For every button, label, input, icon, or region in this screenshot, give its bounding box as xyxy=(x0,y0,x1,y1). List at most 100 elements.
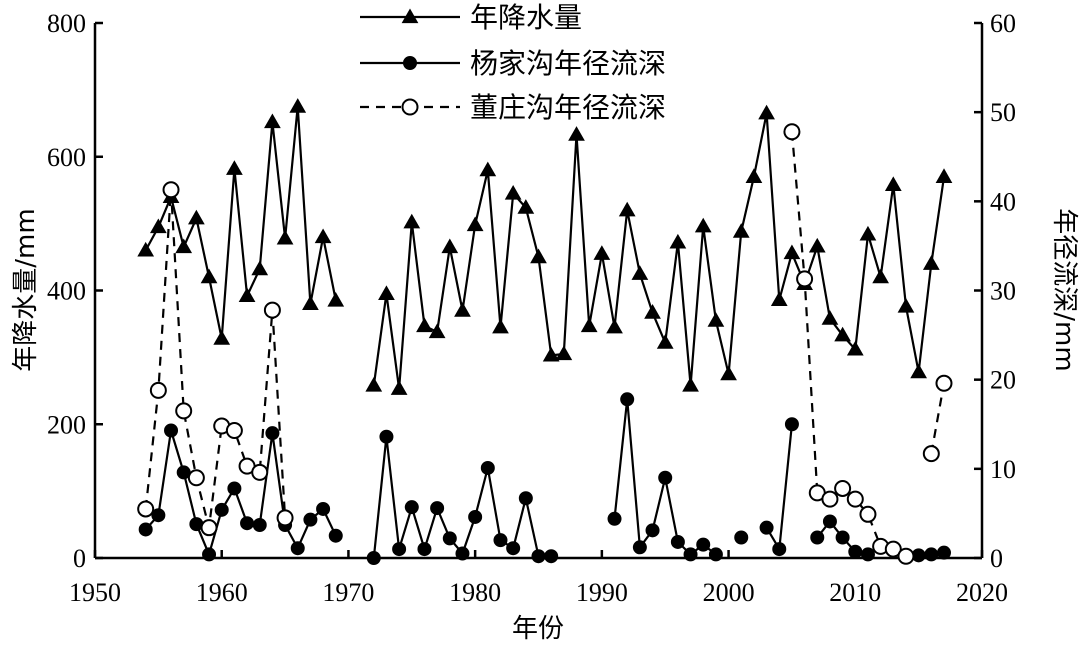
data-point-precipitation xyxy=(732,223,750,238)
data-point-yangjiagou-runoff xyxy=(442,531,457,546)
data-point-dongzhuanggou-runoff xyxy=(935,374,953,392)
data-point-precipitation xyxy=(137,241,155,257)
series-layer xyxy=(137,98,953,565)
data-point-yangjiagou-runoff xyxy=(379,429,394,444)
data-point-yangjiagou-runoff xyxy=(227,481,242,496)
data-point-precipitation xyxy=(200,268,218,284)
series-line-yangjiagou-runoff xyxy=(144,430,337,558)
data-point-precipitation xyxy=(530,248,547,264)
data-point-yangjiagou-runoff xyxy=(164,423,179,438)
data-point-dongzhuanggou-runoff xyxy=(783,123,801,141)
data-point-precipitation xyxy=(441,238,459,254)
data-point-precipitation xyxy=(897,298,915,313)
data-point-yangjiagou-runoff xyxy=(252,518,267,533)
right-y-tick-label: 10 xyxy=(990,455,1016,484)
data-point-yangjiagou-runoff xyxy=(734,530,749,545)
right-y-tick-label: 30 xyxy=(990,277,1016,306)
data-point-yangjiagou-runoff xyxy=(417,542,432,557)
right-y-tick-label: 40 xyxy=(990,187,1016,216)
x-axis-title: 年份 xyxy=(512,614,564,644)
data-point-precipitation xyxy=(276,229,294,245)
data-point-yangjiagou-runoff xyxy=(493,533,508,548)
data-point-precipitation xyxy=(834,326,851,342)
data-point-precipitation xyxy=(935,168,953,183)
data-point-yangjiagou-runoff xyxy=(366,551,381,565)
data-point-yangjiagou-runoff xyxy=(936,545,951,560)
left-y-tick-label: 600 xyxy=(47,143,86,172)
legend-item-dongzhuanggou-runoff: 董庄沟年径流深 xyxy=(360,91,666,124)
data-point-yangjiagou-runoff xyxy=(810,530,825,545)
axis-ticks: 1950 1960 1970 1980 1990 2000 2010 202002004006… xyxy=(47,9,1016,607)
legend-item-precipitation: 年降水量 xyxy=(360,1,582,34)
data-point-precipitation xyxy=(618,201,636,217)
data-point-yangjiagou-runoff xyxy=(670,534,685,549)
data-point-precipitation xyxy=(403,213,421,229)
data-point-precipitation xyxy=(707,312,725,327)
data-point-precipitation xyxy=(568,126,585,141)
data-point-yangjiagou-runoff xyxy=(620,392,635,407)
data-point-yangjiagou-runoff xyxy=(696,537,711,552)
x-tick-label: 1980 xyxy=(449,578,501,607)
data-point-precipitation xyxy=(149,218,167,234)
legend-label: 杨家沟年径流深 xyxy=(470,47,666,80)
data-point-dongzhuanggou-runoff xyxy=(263,301,281,319)
legend-marker xyxy=(403,56,417,70)
data-point-yangjiagou-runoff xyxy=(708,547,723,562)
data-point-yangjiagou-runoff xyxy=(835,530,850,545)
legend-label: 董庄沟年径流深 xyxy=(470,91,666,124)
data-point-yangjiagou-runoff xyxy=(544,549,559,564)
data-point-precipitation xyxy=(884,176,902,191)
data-point-yangjiagou-runoff xyxy=(658,470,673,485)
data-point-yangjiagou-runoff xyxy=(214,502,229,517)
series-dongzhuanggou-runoff xyxy=(137,123,953,565)
data-point-precipitation xyxy=(289,98,307,113)
data-point-precipitation xyxy=(226,160,243,175)
data-point-precipitation xyxy=(454,302,471,317)
x-tick-label: 1990 xyxy=(576,578,628,607)
data-point-dongzhuanggou-runoff xyxy=(922,445,940,463)
legend-marker xyxy=(401,98,419,116)
data-point-dongzhuanggou-runoff xyxy=(225,421,243,439)
series-precipitation xyxy=(137,98,953,395)
x-tick-label: 1960 xyxy=(196,578,248,607)
data-point-yangjiagou-runoff xyxy=(924,547,939,562)
data-point-yangjiagou-runoff xyxy=(645,523,660,538)
data-point-dongzhuanggou-runoff xyxy=(821,490,839,508)
data-point-precipitation xyxy=(606,318,623,334)
legend-marker xyxy=(401,8,419,24)
data-point-yangjiagou-runoff xyxy=(265,426,280,441)
legend-item-yangjiagou-runoff: 杨家沟年径流深 xyxy=(360,47,666,80)
data-point-precipitation xyxy=(302,295,319,310)
data-point-precipitation xyxy=(694,217,712,233)
data-point-precipitation xyxy=(428,323,446,339)
data-point-yangjiagou-runoff xyxy=(392,542,407,557)
data-point-dongzhuanggou-runoff xyxy=(897,547,915,565)
data-point-dongzhuanggou-runoff xyxy=(834,479,852,497)
x-tick-label: 1970 xyxy=(322,578,374,607)
data-point-precipitation xyxy=(479,161,497,177)
data-point-precipitation xyxy=(542,346,560,362)
data-point-yangjiagou-runoff xyxy=(202,547,217,562)
data-point-precipitation xyxy=(580,317,598,333)
data-point-precipitation xyxy=(365,376,383,392)
data-point-yangjiagou-runoff xyxy=(430,501,445,516)
data-point-precipitation xyxy=(631,265,649,280)
data-point-dongzhuanggou-runoff xyxy=(796,270,814,288)
x-tick-label: 2020 xyxy=(956,578,1008,607)
series-line-dongzhuanggou-runoff xyxy=(930,383,946,454)
left-y-tick-label: 800 xyxy=(47,9,86,38)
data-point-precipitation xyxy=(758,104,775,120)
data-point-dongzhuanggou-runoff xyxy=(276,509,294,527)
data-point-dongzhuanggou-runoff xyxy=(859,505,877,523)
data-point-yangjiagou-runoff xyxy=(404,500,419,515)
data-point-precipitation xyxy=(517,199,535,214)
data-point-precipitation xyxy=(644,304,661,319)
data-point-yangjiagou-runoff xyxy=(151,508,166,523)
left-y-axis-title: 年降水量/mm xyxy=(11,208,41,371)
data-point-precipitation xyxy=(416,317,433,333)
data-point-precipitation xyxy=(238,287,256,302)
right-y-axis-title: 年径流深/mm xyxy=(1049,208,1079,371)
data-point-yangjiagou-runoff xyxy=(303,512,318,527)
data-point-precipitation xyxy=(213,330,231,345)
